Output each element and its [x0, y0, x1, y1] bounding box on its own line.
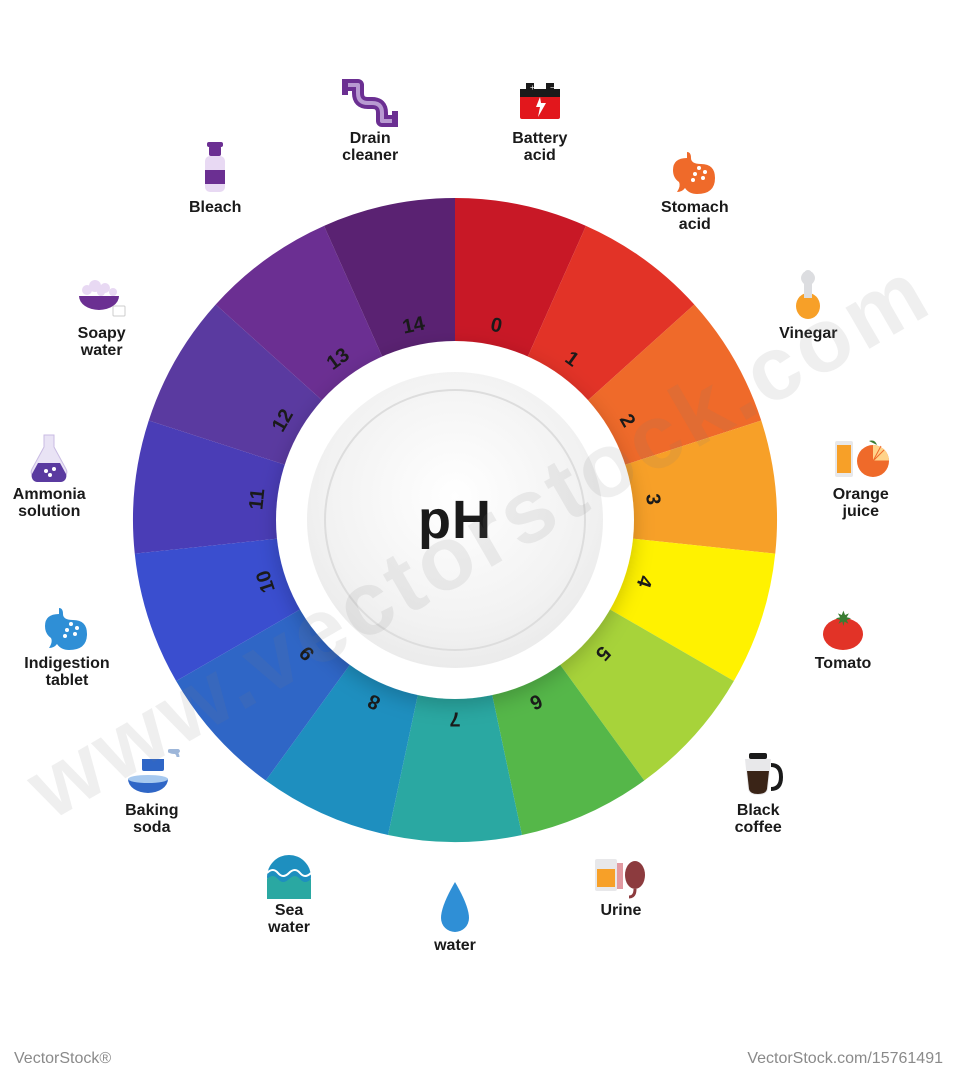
item-label: Sea water	[219, 903, 359, 937]
item-ph-1: Stomach acid	[625, 140, 765, 234]
stage: 01234567891011121314 pH +−Battery acidSt…	[0, 0, 957, 1080]
item-label: Black coffee	[688, 803, 828, 837]
item-label: Baking soda	[82, 803, 222, 837]
cruet-icon	[738, 266, 878, 322]
urine-icon	[551, 843, 691, 899]
item-label: Ammonia solution	[0, 487, 119, 521]
battery-icon: +−	[470, 71, 610, 127]
item-label: Vinegar	[738, 326, 878, 343]
item-label: Bleach	[145, 200, 285, 217]
item-ph-0: +−Battery acid	[470, 71, 610, 165]
coffeepot-icon	[688, 743, 828, 799]
item-ph-6: Urine	[551, 843, 691, 920]
bowl-icon	[82, 743, 222, 799]
stomach-icon	[625, 140, 765, 196]
soapbowl-icon	[32, 266, 172, 322]
item-ph-4: Tomato	[773, 596, 913, 673]
item-label: Soapy water	[32, 326, 172, 360]
item-ph-7: water	[385, 878, 525, 955]
flask-icon	[0, 427, 119, 483]
item-ph-8: Sea water	[219, 843, 359, 937]
item-ph-12: Soapy water	[32, 266, 172, 360]
pipe-icon	[300, 71, 440, 127]
drop-icon	[385, 878, 525, 934]
ph-number-3: 3	[641, 493, 664, 506]
item-ph-5: Black coffee	[688, 743, 828, 837]
svg-text:−: −	[550, 83, 555, 92]
orange-icon	[791, 427, 931, 483]
item-ph-3: Orange juice	[791, 427, 931, 521]
item-ph-11: Ammonia solution	[0, 427, 119, 521]
item-label: Urine	[551, 903, 691, 920]
item-ph-13: Bleach	[145, 140, 285, 217]
item-label: Drain cleaner	[300, 131, 440, 165]
item-ph-14: Drain cleaner	[300, 71, 440, 165]
item-label: Stomach acid	[625, 200, 765, 234]
stomach-icon	[0, 596, 137, 652]
tomato-icon	[773, 596, 913, 652]
ph-number-11: 11	[245, 488, 269, 511]
item-label: Tomato	[773, 656, 913, 673]
watermark-bottom-left: VectorStock®	[14, 1050, 111, 1068]
item-ph-10: Indigestion tablet	[0, 596, 137, 690]
bottle-icon	[145, 140, 285, 196]
item-ph-2: Vinegar	[738, 266, 878, 343]
item-label: Battery acid	[470, 131, 610, 165]
item-ph-9: Baking soda	[82, 743, 222, 837]
watermark-bottom-right: VectorStock.com/15761491	[747, 1050, 943, 1068]
item-label: Orange juice	[791, 487, 931, 521]
ph-number-7: 7	[449, 708, 460, 730]
item-label: Indigestion tablet	[0, 656, 137, 690]
center-ph-label: pH	[418, 489, 492, 551]
item-label: water	[385, 938, 525, 955]
svg-text:+: +	[530, 83, 535, 92]
wave-icon	[219, 843, 359, 899]
